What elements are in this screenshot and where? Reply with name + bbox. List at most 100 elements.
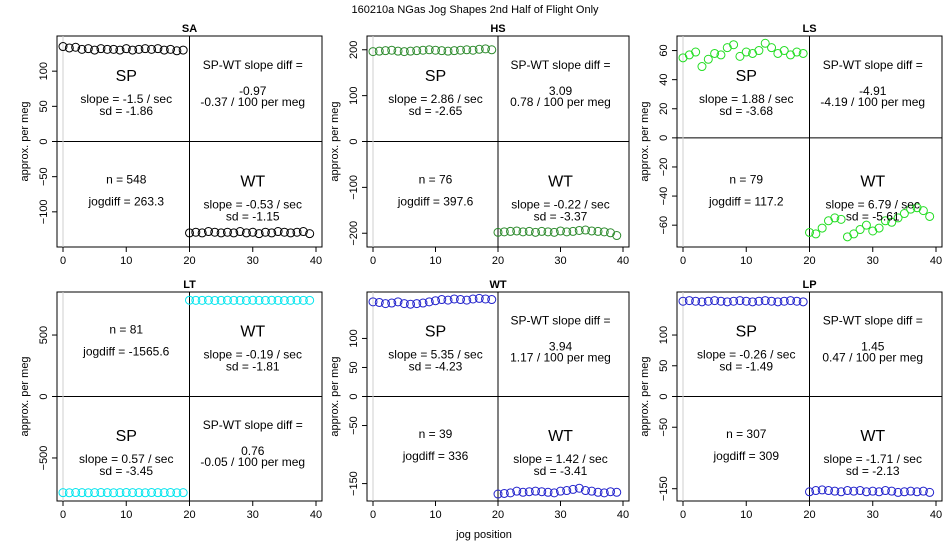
slope-diff-title: SP-WT slope diff = — [203, 58, 303, 72]
data-point — [880, 486, 890, 496]
slope-diff-title: SP-WT slope diff = — [823, 313, 923, 327]
x-tick-label: 10 — [429, 255, 441, 267]
group-label: WT — [860, 428, 885, 445]
data-point — [823, 486, 833, 496]
data-point — [203, 227, 213, 237]
group-label: WT — [548, 428, 573, 445]
data-point — [593, 487, 603, 497]
slope-diff-value: -0.97 — [239, 84, 267, 98]
x-tick-label: 20 — [183, 509, 195, 521]
data-point — [710, 48, 720, 58]
y-axis-label: approx. per meg — [19, 356, 31, 436]
data-point — [216, 228, 226, 238]
data-point — [524, 226, 534, 236]
slope-label: slope = -0.26 / sec — [697, 347, 795, 361]
figure-title: 160210a NGas Jog Shapes 2nd Half of Flig… — [351, 4, 599, 16]
data-point — [147, 488, 157, 498]
data-point — [399, 47, 409, 57]
group-label: WT — [240, 173, 265, 190]
x-tick-label: 30 — [247, 509, 259, 521]
slope-diff-value: 0.76 — [241, 444, 265, 458]
data-point — [197, 295, 207, 305]
data-point — [248, 295, 258, 305]
x-tick-label: 10 — [740, 255, 752, 267]
data-point — [412, 46, 422, 56]
data-point — [77, 44, 87, 54]
data-point — [849, 486, 859, 496]
y-tick-label: 0 — [658, 393, 670, 399]
data-point — [260, 295, 270, 305]
group-label: SP — [736, 323, 757, 340]
data-point — [842, 486, 852, 496]
data-point — [229, 295, 239, 305]
data-point — [817, 223, 827, 233]
sd-label: sd = -1.49 — [719, 359, 773, 373]
x-tick-label: 30 — [247, 255, 259, 267]
data-point — [456, 45, 465, 55]
sd-label: sd = -1.86 — [99, 104, 153, 118]
x-tick-label: 10 — [120, 509, 132, 521]
data-point — [77, 488, 87, 498]
n-label: n = 548 — [106, 172, 147, 186]
data-point — [368, 47, 378, 57]
data-point — [191, 227, 201, 237]
data-point — [861, 487, 871, 497]
data-point — [292, 227, 302, 237]
x-tick-label: 40 — [930, 509, 942, 521]
data-point — [147, 44, 157, 54]
data-point — [549, 227, 559, 237]
x-tick-label: 40 — [617, 509, 629, 521]
y-tick-label: 200 — [348, 41, 360, 59]
data-point — [691, 47, 701, 57]
group-label: WT — [548, 173, 573, 190]
sd-label: sd = -3.37 — [534, 209, 588, 223]
data-point — [474, 44, 484, 54]
data-point — [703, 54, 713, 64]
x-tick-label: 0 — [680, 509, 686, 521]
y-tick-label: −100 — [348, 175, 360, 200]
sd-label: sd = -1.15 — [226, 209, 280, 223]
y-tick-label: −150 — [348, 471, 360, 496]
data-point — [836, 214, 846, 224]
data-point — [779, 296, 789, 306]
data-point — [811, 486, 821, 496]
data-point — [697, 62, 707, 72]
data-point — [599, 227, 609, 237]
panel-title: SA — [182, 23, 197, 35]
data-point — [178, 488, 188, 498]
data-point — [906, 204, 916, 214]
y-tick-label: 20 — [658, 103, 670, 115]
data-point — [279, 227, 289, 237]
data-point — [387, 45, 397, 55]
data-point — [581, 486, 590, 496]
y-tick-label: 60 — [658, 44, 670, 56]
data-point — [166, 44, 176, 54]
data-point — [203, 295, 213, 305]
data-point — [292, 295, 302, 305]
data-point — [431, 296, 440, 306]
data-point — [468, 294, 478, 304]
slope-label: slope = 6.79 / sec — [826, 197, 920, 211]
data-point — [499, 227, 509, 237]
x-tick-label: 30 — [554, 509, 566, 521]
data-point — [305, 295, 315, 305]
data-point — [64, 43, 74, 53]
data-point — [83, 488, 93, 498]
n-label: n = 307 — [726, 427, 767, 441]
data-point — [512, 226, 522, 236]
data-point — [735, 296, 745, 306]
data-point — [185, 295, 194, 305]
data-point — [487, 45, 497, 55]
data-point — [406, 299, 415, 309]
data-point — [760, 296, 770, 306]
data-point — [887, 486, 897, 496]
data-point — [805, 227, 814, 237]
jogdiff-label: jogdiff = 263.3 — [87, 194, 164, 208]
data-point — [241, 295, 251, 305]
panel-title: HS — [490, 23, 505, 35]
data-point — [109, 488, 119, 498]
data-point — [836, 487, 846, 497]
n-label: n = 39 — [419, 427, 453, 441]
group-label: SP — [116, 68, 137, 85]
